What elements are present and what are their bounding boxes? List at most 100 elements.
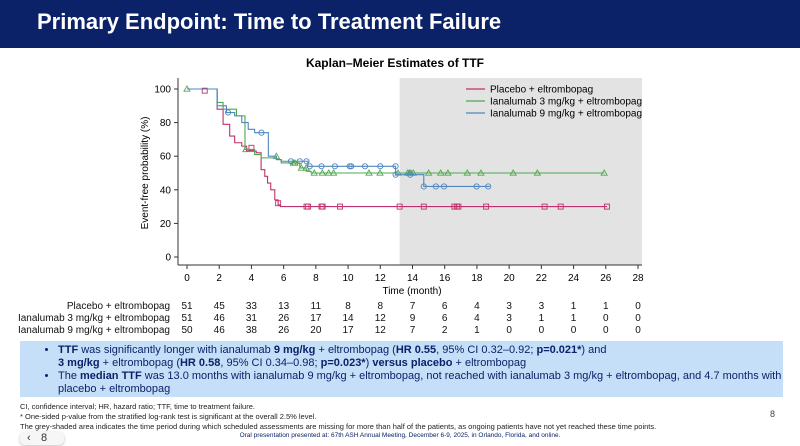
censor-mark-triangle [242, 145, 250, 153]
censor-mark-triangle [297, 164, 306, 171]
risk-count: 1 [570, 313, 577, 324]
km-curve-3 [187, 88, 490, 187]
censor-mark-circle [258, 129, 265, 136]
page-number: 8 [770, 409, 776, 419]
risk-count: 14 [342, 313, 354, 324]
censor-mark-circle [361, 163, 369, 170]
title-bar: Primary Endpoint: Time to Treatment Fail… [0, 0, 800, 48]
censor-mark-square [483, 203, 490, 210]
censor-mark-circle [420, 183, 427, 190]
legend-label: Ianalumab 3 mg/kg + eltrombopag [490, 97, 642, 108]
censor-mark-circle [287, 158, 294, 165]
risk-count: 11 [310, 301, 322, 312]
risk-count: 1 [474, 325, 480, 336]
risk-count: 2 [441, 325, 448, 336]
x-tick-label: 22 [536, 273, 548, 284]
y-axis-label: Event-free probability (%) [140, 117, 151, 230]
risk-count: 0 [635, 325, 641, 336]
risk-count: 0 [635, 313, 641, 324]
x-tick-label: 8 [313, 273, 319, 284]
x-tick-label: 0 [184, 273, 190, 284]
x-tick-label: 16 [439, 273, 451, 284]
censor-mark-triangle [318, 169, 327, 176]
censor-mark-square [603, 203, 610, 210]
risk-count: 33 [245, 301, 257, 312]
x-tick-label: 24 [568, 273, 580, 284]
x-tick-label: 10 [343, 273, 355, 284]
x-tick-label: 14 [407, 273, 419, 284]
presentation-footer: Oral presentation presented at: 67th ASH… [239, 432, 561, 439]
legend-label: Placebo + eltrombopag [490, 85, 593, 96]
risk-count: 7 [409, 301, 416, 312]
x-tick-label: 2 [216, 273, 222, 284]
risk-count: 1 [603, 301, 609, 312]
risk-count: 0 [635, 301, 641, 312]
risk-count: 46 [213, 325, 225, 336]
censor-mark-circle [485, 183, 492, 190]
censor-mark-square [420, 203, 427, 210]
risk-count: 50 [181, 325, 193, 336]
chevron-left-icon[interactable]: ‹ [27, 432, 31, 444]
censor-mark-circle [432, 183, 439, 190]
risk-count: 8 [377, 301, 384, 312]
nav-page-number: 8 [41, 432, 48, 444]
risk-row: Placebo + eltrombopag 51 45 33 13 11 8 8 7 6 4 3 3 1 1… [0, 301, 800, 313]
censor-mark-circle [331, 163, 338, 170]
risk-count: 31 [245, 313, 257, 324]
censor-mark-square [319, 203, 326, 210]
censor-mark-circle [348, 163, 355, 170]
bullet-median-ttf: The median TTF was 13.0 months with iana… [58, 370, 783, 396]
y-tick-label: 20 [160, 219, 172, 230]
risk-count: 1 [570, 301, 577, 312]
key-findings-box: TTF was significantly longer with ianalu… [20, 341, 783, 397]
risk-count: 0 [603, 325, 609, 336]
risk-count: 0 [603, 313, 609, 324]
km-chart: Kaplan–Meier Estimates of TTF02040608010… [140, 56, 644, 297]
risk-count: 12 [374, 313, 386, 324]
risk-count: 51 [181, 313, 193, 324]
risk-count: 6 [441, 313, 448, 324]
censor-mark-square [455, 203, 462, 210]
x-tick-label: 26 [600, 273, 612, 284]
censor-mark-square [337, 203, 343, 210]
page-navigator[interactable]: ‹ 8 [20, 432, 64, 445]
y-tick-label: 60 [160, 152, 172, 163]
risk-count: 12 [374, 325, 386, 336]
censor-mark-circle [346, 163, 353, 170]
censor-mark-triangle [509, 169, 517, 176]
censor-mark-triangle [533, 169, 542, 176]
risk-count: 17 [310, 313, 322, 324]
risk-count: 3 [506, 313, 512, 324]
y-tick-label: 40 [160, 185, 172, 196]
slide-title: Primary Endpoint: Time to Treatment Fail… [37, 9, 502, 34]
y-tick-label: 80 [160, 118, 172, 129]
censor-mark-triangle [324, 169, 333, 176]
risk-count: 20 [310, 325, 322, 336]
censor-mark-square [541, 203, 548, 210]
risk-row-label: Ianalumab 9 mg/kg + eltrombopag [17, 325, 170, 336]
censor-mark-circle [473, 183, 480, 190]
risk-count: 0 [506, 325, 512, 336]
x-tick-label: 18 [471, 273, 483, 284]
censor-mark-triangle [365, 169, 373, 176]
censor-mark-square [557, 203, 564, 210]
risk-count: 26 [278, 313, 290, 324]
censor-mark-square [305, 203, 312, 210]
bullet-ttf-hr: TTF was significantly longer with ianalu… [58, 344, 783, 370]
risk-count: 26 [278, 325, 290, 336]
footnote-abbreviations: CI, confidence interval; HR, hazard rati… [20, 402, 255, 411]
footnote-pvalue: * One-sided p-value from the stratified … [20, 412, 317, 421]
risk-count: 38 [245, 325, 257, 336]
censor-mark-square [396, 203, 403, 210]
censor-mark-triangle [444, 169, 452, 176]
x-tick-label: 12 [375, 273, 387, 284]
censor-mark-triangle [376, 169, 384, 176]
censor-mark-circle [392, 163, 399, 170]
censor-mark-circle [377, 163, 384, 170]
censor-mark-circle [303, 158, 310, 165]
censor-mark-square [201, 87, 208, 94]
risk-row: Ianalumab 9 mg/kg + eltrombopag 50 46 38 26 2… [0, 325, 800, 337]
y-tick-label: 100 [154, 85, 171, 96]
censor-mark-circle [318, 163, 325, 170]
censor-mark-square [275, 200, 282, 207]
